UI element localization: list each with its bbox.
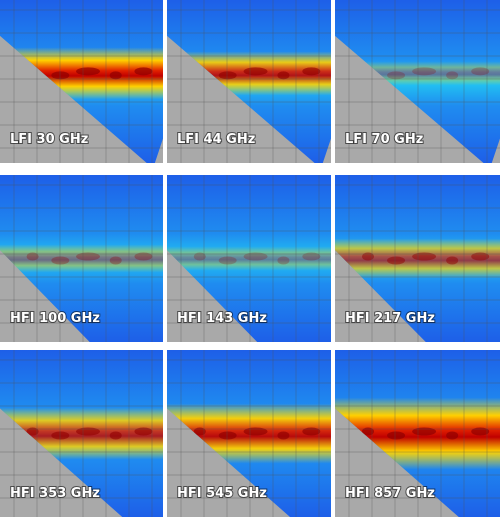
source [471, 252, 490, 261]
panel: HFI 143 GHz [167, 175, 331, 342]
panel-label: HFI 353 GHz [10, 486, 100, 501]
panel: LFI 30 GHz [0, 0, 163, 163]
source [26, 252, 39, 261]
galactic-plane [167, 246, 331, 271]
panel: HFI 353 GHz [0, 350, 163, 517]
source [277, 71, 290, 80]
panel-content [167, 175, 331, 342]
source [446, 256, 459, 265]
source [134, 427, 153, 436]
panel-label: HFI 857 GHz [345, 486, 435, 501]
panel-content [0, 0, 163, 163]
source [243, 252, 268, 261]
source [193, 252, 206, 261]
source [134, 67, 153, 76]
source [277, 431, 290, 440]
source [387, 71, 406, 80]
panel-content [335, 350, 500, 517]
source [193, 427, 206, 436]
sky-layer [335, 175, 500, 342]
source [387, 431, 406, 440]
panel-content [0, 175, 163, 342]
source [26, 427, 39, 436]
panel: LFI 44 GHz [167, 0, 331, 163]
panel: HFI 545 GHz [167, 350, 331, 517]
panel-label: HFI 100 GHz [10, 311, 100, 326]
panel-content [335, 0, 500, 163]
source [362, 252, 374, 261]
source [277, 256, 290, 265]
panel-content [167, 0, 331, 163]
source [134, 252, 153, 261]
panel-label: HFI 217 GHz [345, 311, 435, 326]
source [471, 427, 490, 436]
source [302, 427, 321, 436]
galactic-plane [0, 244, 163, 273]
source [243, 67, 268, 76]
source [218, 431, 237, 440]
source [76, 427, 101, 436]
panel-content [167, 350, 331, 517]
panel: LFI 70 GHz [335, 0, 500, 163]
source [109, 431, 122, 440]
panel: HFI 857 GHz [335, 350, 500, 517]
panel: HFI 100 GHz [0, 175, 163, 342]
source [471, 67, 490, 76]
source [51, 431, 70, 440]
source [218, 256, 237, 265]
source [76, 252, 101, 261]
panel-content [335, 175, 500, 342]
source [446, 71, 459, 80]
panel-label: HFI 545 GHz [177, 486, 267, 501]
source [243, 427, 268, 436]
panel-label: LFI 44 GHz [177, 132, 255, 147]
source [302, 252, 321, 261]
panel-label: LFI 70 GHz [345, 132, 423, 147]
panel-label: LFI 30 GHz [10, 132, 88, 147]
source [412, 67, 437, 76]
panel-label: HFI 143 GHz [177, 311, 267, 326]
source [362, 427, 374, 436]
source [387, 256, 406, 265]
source [446, 431, 459, 440]
source [109, 71, 122, 80]
galactic-plane [335, 238, 500, 279]
source [218, 71, 237, 80]
source [412, 252, 437, 261]
source [51, 71, 70, 80]
source [302, 67, 321, 76]
source [412, 427, 437, 436]
source [76, 67, 101, 76]
source [51, 256, 70, 265]
panel: HFI 217 GHz [335, 175, 500, 342]
source [109, 256, 122, 265]
panel-content [0, 350, 163, 517]
